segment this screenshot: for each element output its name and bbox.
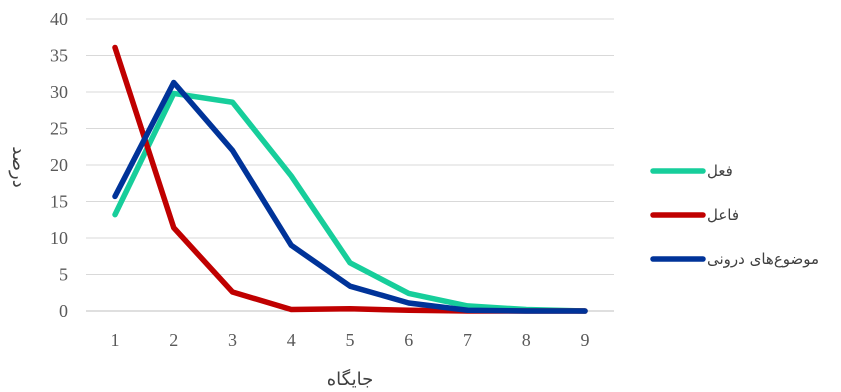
gridlines	[86, 19, 614, 311]
y-tick-label: 25	[50, 119, 68, 139]
x-tick-label: 8	[522, 330, 531, 350]
y-tick-label: 10	[50, 228, 68, 248]
y-tick-label: 30	[50, 82, 68, 102]
legend-label: فاعل	[707, 206, 739, 224]
legend: فعل فاعل موضوع‌های درونی	[653, 162, 819, 268]
y-axis-ticks: 0 5 10 15 20 25 30 35 40	[50, 9, 68, 321]
series-line-1	[115, 93, 585, 311]
y-tick-label: 35	[50, 46, 68, 66]
legend-label: فعل	[707, 162, 733, 180]
y-tick-label: 0	[59, 301, 68, 321]
x-tick-label: 2	[169, 330, 178, 350]
y-tick-label: 20	[50, 155, 68, 175]
x-axis-ticks: 1 2 3 4 5 6 7 8 9	[111, 330, 590, 350]
legend-label: موضوع‌های درونی	[707, 250, 819, 268]
x-tick-label: 1	[111, 330, 120, 350]
x-tick-label: 4	[287, 330, 296, 350]
x-tick-label: 5	[346, 330, 355, 350]
y-tick-label: 15	[50, 192, 68, 212]
y-tick-label: 40	[50, 9, 68, 29]
y-axis-label: درصد	[8, 146, 29, 187]
y-tick-label: 5	[59, 265, 68, 285]
legend-item: موضوع‌های درونی	[653, 250, 819, 268]
series-lines	[115, 47, 585, 311]
x-tick-label: 3	[228, 330, 237, 350]
x-tick-label: 9	[581, 330, 590, 350]
x-axis-label: جایگاه	[327, 368, 373, 390]
x-tick-label: 7	[463, 330, 472, 350]
x-tick-label: 6	[404, 330, 413, 350]
legend-item: فعل	[653, 162, 733, 180]
legend-item: فاعل	[653, 206, 739, 224]
series-line-2	[115, 47, 585, 311]
series-line-3	[115, 83, 585, 311]
